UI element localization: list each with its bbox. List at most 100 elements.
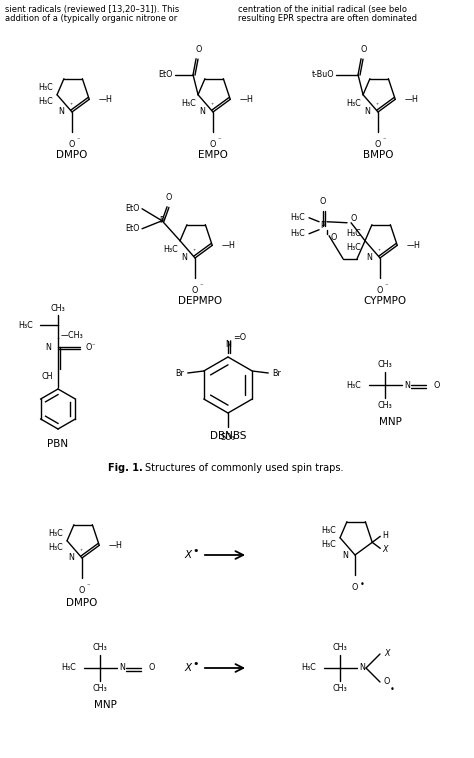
Text: —H: —H [406, 241, 420, 250]
Text: —H: —H [108, 541, 122, 550]
Text: ⁻: ⁻ [87, 583, 91, 589]
Text: DMPO: DMPO [56, 150, 88, 160]
FancyArrowPatch shape [205, 551, 243, 559]
Text: ⁻: ⁻ [385, 283, 389, 289]
Text: ⁺: ⁺ [70, 103, 73, 108]
Text: resulting EPR spectra are often dominated: resulting EPR spectra are often dominate… [238, 14, 417, 23]
Text: CH₃: CH₃ [378, 360, 392, 369]
Text: O: O [330, 233, 337, 243]
Text: N: N [225, 340, 231, 349]
Text: O: O [375, 140, 381, 149]
Text: H₃C: H₃C [38, 97, 53, 106]
Text: N: N [45, 343, 51, 352]
Text: O: O [69, 140, 75, 149]
Text: ⁻: ⁻ [218, 137, 221, 143]
Text: addition of a (typically organic nitrone or: addition of a (typically organic nitrone… [5, 14, 177, 23]
Text: •: • [193, 546, 199, 556]
Text: O: O [79, 586, 85, 595]
Text: H₃C: H₃C [346, 381, 361, 390]
Text: H₃C: H₃C [48, 543, 63, 553]
Text: N: N [359, 663, 365, 672]
Text: N: N [404, 381, 410, 390]
Text: CH₃: CH₃ [51, 304, 65, 313]
Text: EtO: EtO [126, 224, 140, 233]
Text: H₃C: H₃C [164, 246, 178, 254]
Text: EtO: EtO [158, 70, 173, 80]
Text: ⁻: ⁻ [92, 343, 95, 349]
Text: ⁺: ⁺ [80, 549, 83, 554]
Text: X: X [184, 663, 191, 673]
Text: O: O [377, 286, 383, 295]
Text: Br: Br [272, 368, 281, 377]
Text: CH₃: CH₃ [333, 684, 347, 693]
Text: P: P [321, 221, 326, 230]
Text: H₃C: H₃C [346, 99, 361, 108]
Text: EMPO: EMPO [198, 150, 228, 160]
Text: —H: —H [239, 95, 253, 104]
Text: —H: —H [221, 241, 235, 250]
Text: =O: =O [233, 333, 246, 342]
Text: ⁻: ⁻ [383, 137, 386, 143]
Text: BMPO: BMPO [363, 150, 393, 160]
Text: O: O [352, 583, 358, 592]
Text: —CH₃: —CH₃ [61, 330, 84, 340]
Text: X: X [384, 650, 390, 659]
Text: PBN: PBN [47, 439, 69, 449]
Text: H₃C: H₃C [290, 229, 305, 238]
Text: X: X [382, 545, 388, 554]
Text: CH: CH [42, 372, 53, 381]
Text: t-BuO: t-BuO [311, 70, 334, 80]
Text: H₃C: H₃C [38, 83, 53, 92]
Text: H₃C: H₃C [301, 663, 316, 672]
Text: O: O [86, 343, 92, 352]
Text: Structures of commonly used spin traps.: Structures of commonly used spin traps. [145, 463, 344, 473]
Text: DMPO: DMPO [66, 598, 98, 608]
Text: H₃C: H₃C [321, 526, 336, 535]
Text: MNP: MNP [379, 417, 401, 427]
Text: O: O [320, 197, 326, 205]
Text: ⁻: ⁻ [77, 137, 81, 143]
Text: H: H [382, 531, 388, 540]
Text: —H: —H [404, 95, 418, 104]
Text: •: • [390, 685, 395, 694]
Text: O: O [361, 45, 367, 54]
Text: centration of the initial radical (see belo: centration of the initial radical (see b… [238, 5, 407, 14]
Text: N: N [119, 663, 125, 672]
Text: O: O [196, 45, 202, 54]
Text: H₃C: H₃C [18, 321, 33, 330]
Text: H₃C: H₃C [181, 99, 196, 108]
Text: N: N [199, 108, 205, 117]
Text: H₃C: H₃C [346, 229, 361, 238]
Text: ⁺: ⁺ [57, 338, 60, 343]
Text: DBNBS: DBNBS [210, 431, 246, 441]
Text: ⁻: ⁻ [200, 283, 203, 289]
Text: DEPMPO: DEPMPO [178, 296, 222, 306]
Text: CH₃: CH₃ [333, 643, 347, 652]
Text: O: O [210, 140, 216, 149]
Text: N: N [364, 108, 370, 117]
Text: Fig. 1.: Fig. 1. [108, 463, 143, 473]
Text: O: O [350, 215, 356, 224]
Text: O: O [166, 193, 172, 202]
Text: —H: —H [98, 95, 112, 104]
Text: MNP: MNP [93, 700, 117, 710]
Text: N: N [181, 253, 187, 262]
Text: H₃C: H₃C [48, 529, 63, 538]
Text: CH₃: CH₃ [92, 643, 108, 652]
Text: CH₃: CH₃ [378, 401, 392, 410]
Text: ⁻: ⁻ [238, 431, 241, 437]
Text: sient radicals (reviewed [13,20–31]). This: sient radicals (reviewed [13,20–31]). Th… [5, 5, 179, 14]
Text: X: X [184, 550, 191, 560]
FancyArrowPatch shape [205, 664, 243, 672]
Text: •: • [193, 659, 199, 669]
Text: O: O [384, 678, 391, 687]
Text: •: • [360, 580, 365, 589]
Text: N: N [366, 253, 372, 262]
Text: H₃C: H₃C [61, 663, 76, 672]
Text: N: N [58, 108, 64, 117]
Text: O: O [434, 381, 440, 390]
Text: ⁺: ⁺ [211, 103, 214, 108]
Text: EtO: EtO [126, 204, 140, 213]
Text: O: O [192, 286, 198, 295]
Text: H₃C: H₃C [290, 213, 305, 222]
